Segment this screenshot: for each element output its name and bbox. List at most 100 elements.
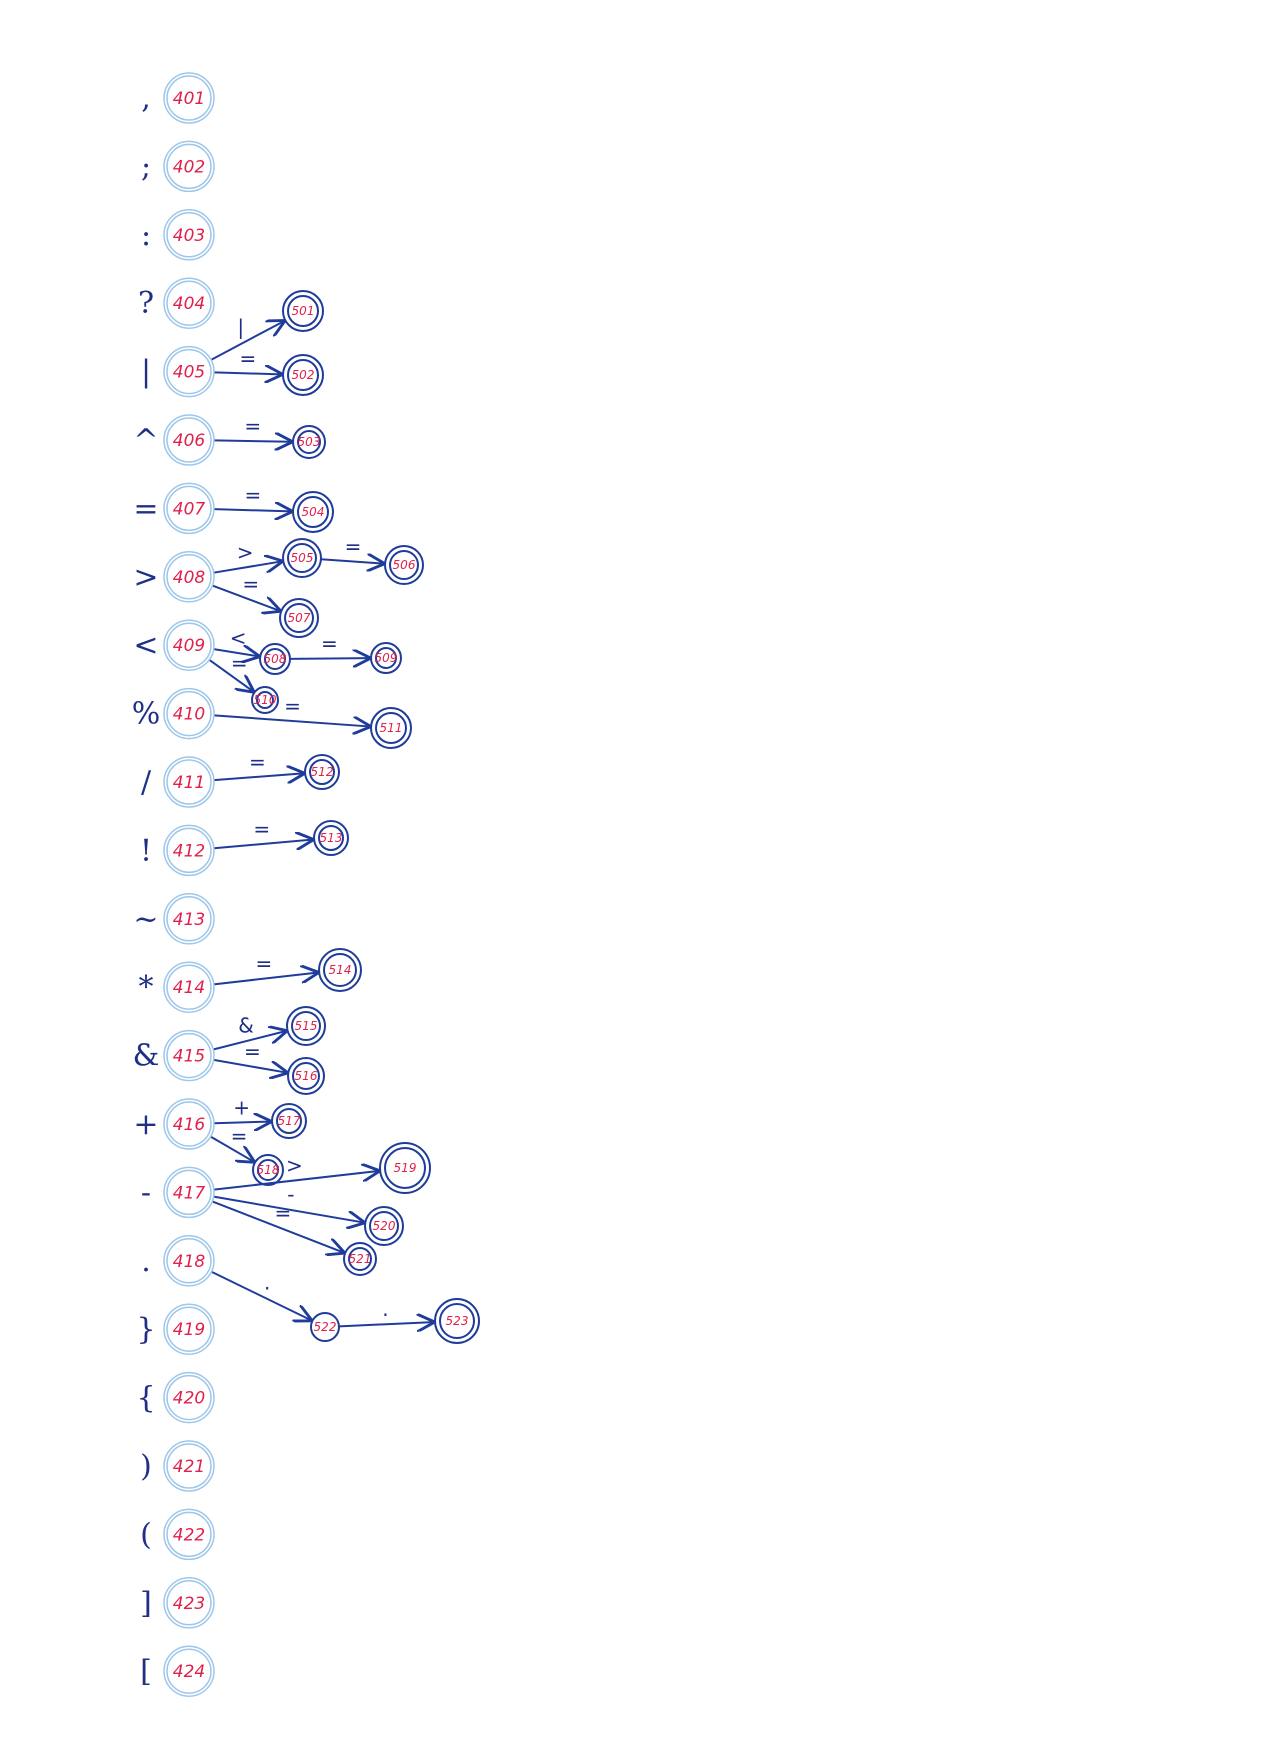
token-symbol: ~ — [133, 902, 158, 937]
state-circle-outer — [343, 1242, 377, 1276]
state-number: 412 — [173, 841, 205, 861]
state-circle-outer — [163, 1371, 215, 1424]
state-515: 515 — [286, 1006, 326, 1046]
state-number: 404 — [173, 294, 205, 314]
accept-circle-inner — [287, 295, 319, 327]
start-state-403: : 403 — [141, 209, 215, 261]
token-symbol: [ — [140, 1654, 152, 1689]
token-symbol: + — [133, 1107, 158, 1142]
state-circle-outer — [287, 1057, 325, 1095]
state-circle-outer — [370, 707, 412, 749]
accept-circle-inner — [256, 691, 274, 709]
token-symbol: % — [132, 697, 161, 732]
transition-label: = — [253, 817, 270, 841]
state-number: 421 — [173, 1457, 205, 1477]
state-number: 416 — [173, 1115, 206, 1135]
state-number: 518 — [257, 1163, 280, 1177]
state-number: 414 — [173, 978, 205, 998]
state-circle-outer — [292, 491, 334, 533]
accept-circle-inner — [297, 430, 321, 454]
transition-arrow — [213, 1122, 270, 1124]
transition-arrow — [212, 584, 279, 611]
transition-408-505: > — [213, 540, 282, 574]
accept-circle-inner — [287, 543, 317, 573]
state-circle-outer — [313, 820, 349, 856]
state-circle-outer — [310, 1312, 340, 1342]
state-number: 409 — [173, 636, 205, 656]
state-circle-outer — [282, 354, 324, 396]
state-number: 519 — [394, 1161, 417, 1175]
token-symbol: > — [133, 560, 158, 595]
state-circle-inner — [166, 1032, 212, 1079]
state-circle-outer — [163, 824, 215, 877]
start-state-405: | 405 — [141, 345, 215, 398]
start-state-412: ! 412 — [140, 824, 215, 877]
state-number: 423 — [173, 1594, 205, 1614]
state-number: 411 — [173, 773, 205, 793]
state-503: 503 — [292, 425, 326, 459]
token-symbol: < — [133, 628, 158, 663]
state-circle-outer — [163, 961, 215, 1013]
state-number: 522 — [314, 1320, 337, 1334]
transition-406-503: = — [213, 414, 291, 442]
state-circle-inner — [166, 554, 212, 600]
state-number: 511 — [380, 721, 403, 735]
transition-arrow — [213, 649, 259, 656]
state-circle-outer — [304, 754, 340, 790]
start-state-401: , 401 — [141, 72, 215, 124]
transition-arrow — [211, 1200, 343, 1252]
state-circle-outer — [259, 643, 291, 675]
transition-407-504: = — [213, 483, 291, 511]
state-502: 502 — [282, 354, 324, 396]
state-circle-inner — [166, 1238, 212, 1284]
state-505: 505 — [282, 538, 322, 578]
transition-418-522: . — [211, 1270, 310, 1320]
state-507: 507 — [279, 598, 319, 638]
state-number: 501 — [292, 304, 315, 318]
state-522: 522 — [310, 1312, 340, 1342]
state-number: 413 — [173, 910, 205, 930]
state-circle-inner — [166, 212, 212, 258]
transition-arrow — [213, 714, 369, 726]
state-number: 517 — [278, 1114, 301, 1128]
state-circle-outer — [163, 72, 215, 124]
state-circle-outer — [252, 1154, 284, 1186]
transition-414-514: = — [213, 952, 317, 986]
state-number: 521 — [349, 1252, 372, 1266]
state-number: 509 — [375, 651, 398, 665]
accept-circle-inner — [318, 825, 344, 851]
start-state-419: } 419 — [136, 1303, 215, 1355]
transition-416-518: = — [210, 1124, 254, 1162]
accept-circle-inner — [384, 1147, 426, 1189]
state-circle-outer — [163, 1166, 215, 1219]
state-circle-inner — [166, 964, 212, 1010]
state-508: 508 — [259, 643, 291, 675]
state-number: 506 — [393, 558, 416, 572]
start-state-413: ~413 — [133, 893, 215, 945]
state-circle-outer — [163, 893, 215, 945]
state-circle-inner — [166, 1648, 212, 1694]
transition-label: = — [321, 632, 338, 656]
state-circle-outer — [292, 425, 326, 459]
transition-409-510: = — [208, 651, 253, 691]
state-circle-outer — [163, 277, 215, 329]
transition-arrow — [289, 658, 369, 659]
transition-408-507: = — [212, 572, 279, 611]
transition-arrow — [338, 1322, 433, 1326]
state-number: 507 — [288, 611, 311, 625]
state-number: 419 — [173, 1320, 205, 1340]
token-symbol: ; — [141, 149, 151, 184]
state-circle-outer — [163, 1508, 215, 1561]
state-circle-outer — [163, 687, 215, 740]
state-circle-inner — [166, 622, 212, 668]
transition-arrow — [213, 773, 303, 780]
transition-405-502: = — [213, 346, 281, 374]
accept-circle-inner — [291, 1011, 321, 1041]
transition-409-508: < — [213, 626, 259, 656]
accept-circle-inner — [292, 1062, 320, 1090]
state-circle-inner — [166, 759, 212, 805]
transition-label: > — [286, 1153, 303, 1177]
token-symbol: / — [141, 765, 152, 800]
transition-508-509: = — [289, 632, 369, 659]
transition-arrow — [210, 1135, 254, 1162]
